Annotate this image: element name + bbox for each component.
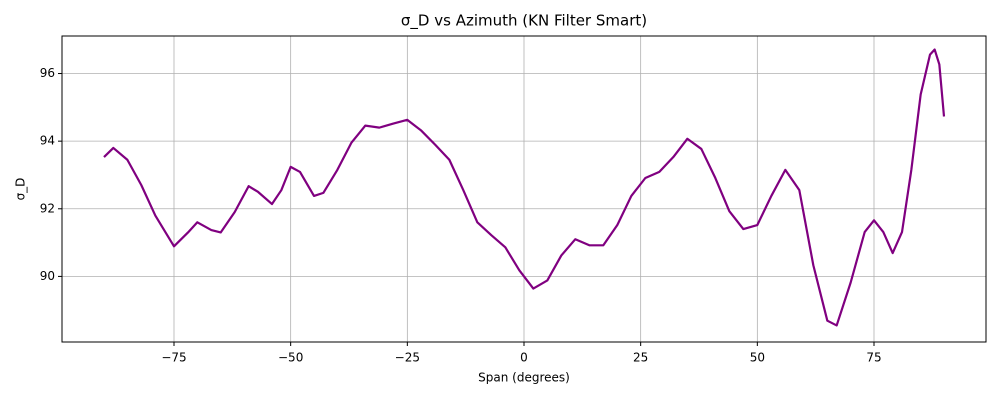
x-tick-label: −25 (395, 351, 420, 365)
x-tick-label: −75 (161, 351, 186, 365)
data-line (103, 48, 946, 327)
chart-title: σ_D vs Azimuth (KN Filter Smart) (401, 12, 647, 31)
x-tick-label: 25 (633, 351, 648, 365)
y-tick-label: 96 (40, 66, 55, 80)
x-tick-label: 75 (866, 351, 881, 365)
plot-frame (61, 35, 987, 343)
x-tick-label: 0 (520, 351, 528, 365)
x-axis-label: Span (degrees) (478, 371, 570, 385)
y-axis-label: σ_D (14, 178, 28, 201)
x-tick-label: 50 (750, 351, 765, 365)
y-tick-label: 90 (40, 269, 55, 283)
x-tick-label: −50 (278, 351, 303, 365)
y-tick-label: 94 (40, 134, 55, 148)
y-tick-label: 92 (40, 201, 55, 215)
